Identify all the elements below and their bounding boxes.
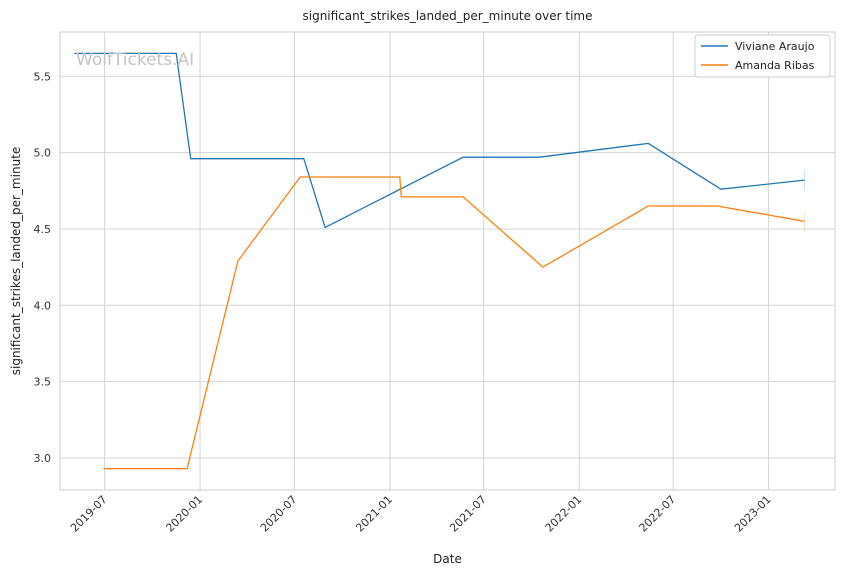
y-tick-label: 4.5 <box>34 223 52 236</box>
x-tick-label: 2020-07 <box>258 493 300 535</box>
chart-title: significant_strikes_landed_per_minute ov… <box>302 9 592 23</box>
data-point-viviane-araujo <box>720 188 722 190</box>
legend: Viviane Araujo Amanda Ribas <box>694 34 831 78</box>
x-axis-label: Date <box>433 552 462 566</box>
data-point-amanda-ribas <box>299 176 301 178</box>
y-tick-label: 3.0 <box>34 452 52 465</box>
series-line-amanda-ribas <box>103 176 805 470</box>
data-point-viviane-araujo <box>647 142 649 144</box>
y-tick-label: 3.5 <box>34 376 52 389</box>
series-viviane-araujo <box>74 52 805 229</box>
data-point-amanda-ribas <box>186 467 188 469</box>
grid <box>60 32 835 490</box>
data-point-viviane-araujo <box>324 226 326 228</box>
x-tick-label: 2022-07 <box>637 493 679 535</box>
data-point-amanda-ribas <box>237 260 239 262</box>
data-point-amanda-ribas <box>400 196 402 198</box>
y-axis-label: significant_strikes_landed_per_minute <box>9 147 23 376</box>
watermark: WolfTickets.AI <box>76 50 194 70</box>
x-tick-label: 2022-01 <box>543 493 585 535</box>
y-tick-label: 5.5 <box>34 70 52 83</box>
y-tick-label: 4.0 <box>34 299 52 312</box>
data-point-amanda-ribas <box>716 205 718 207</box>
data-point-viviane-araujo <box>462 156 464 158</box>
x-tick-label: 2020-01 <box>163 493 205 535</box>
x-tick-label: 2021-01 <box>353 493 395 535</box>
data-point-amanda-ribas <box>462 196 464 198</box>
series-amanda-ribas <box>102 176 805 470</box>
tick-labels: 3.0 3.5 4.0 4.5 5.0 5.5 2019-07 2020-01 2020-07 2… <box>34 70 774 534</box>
data-point-amanda-ribas <box>102 467 104 469</box>
data-point-amanda-ribas <box>542 266 544 268</box>
y-tick-label: 5.0 <box>34 147 52 160</box>
series-layer <box>74 52 805 470</box>
data-point-amanda-ribas <box>399 176 401 178</box>
data-point-viviane-araujo <box>303 158 305 160</box>
data-point-viviane-araujo <box>538 156 540 158</box>
data-point-viviane-araujo <box>190 158 192 160</box>
plot-area-frame <box>59 31 836 491</box>
x-tick-label: 2023-01 <box>732 493 774 535</box>
legend-box <box>694 34 831 78</box>
x-tick-label: 2019-07 <box>68 493 110 535</box>
x-tick-label: 2021-07 <box>447 493 489 535</box>
legend-label-viviane-araujo: Viviane Araujo <box>735 40 815 53</box>
series-line-viviane-araujo <box>74 52 805 229</box>
legend-label-amanda-ribas: Amanda Ribas <box>735 59 815 72</box>
data-point-amanda-ribas <box>647 205 649 207</box>
